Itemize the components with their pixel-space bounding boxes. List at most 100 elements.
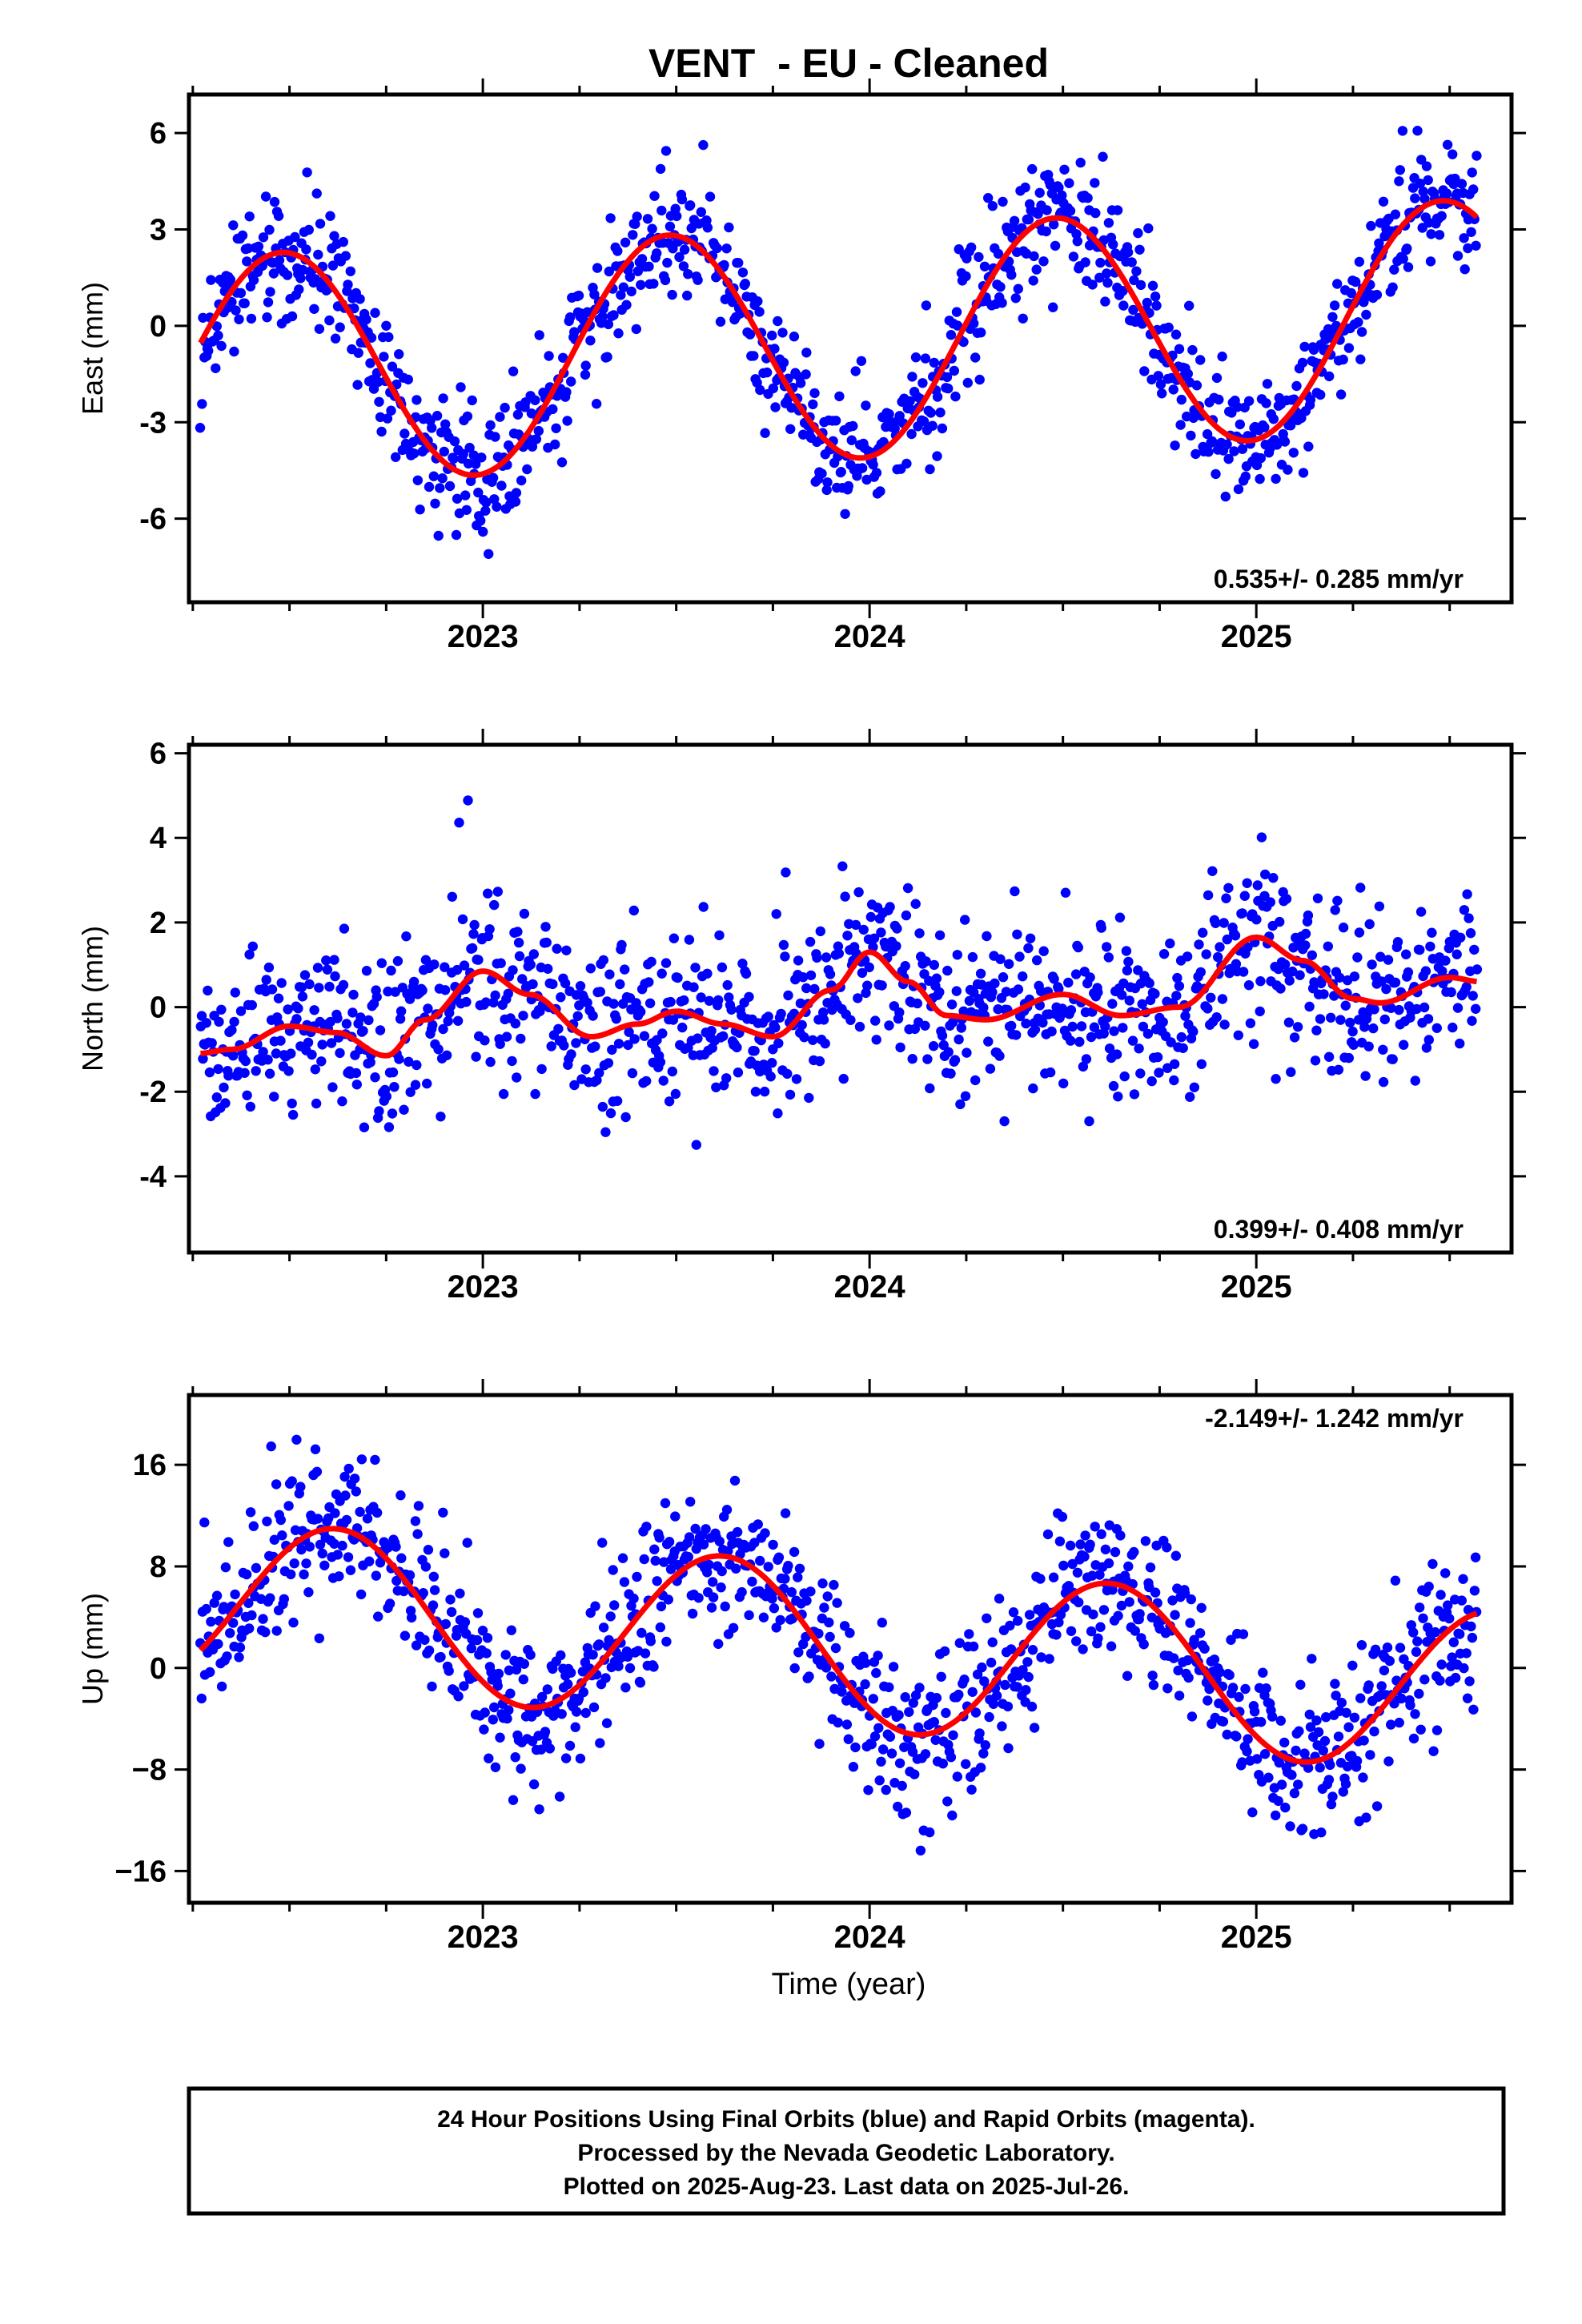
up-point — [914, 1683, 925, 1693]
north-point — [744, 991, 754, 1003]
north-point — [677, 1022, 688, 1033]
up-point — [1359, 1735, 1369, 1746]
up-point — [423, 1545, 434, 1555]
north-point — [355, 1012, 366, 1023]
north-point — [721, 1073, 732, 1084]
north-point — [1178, 1043, 1188, 1054]
up-point — [650, 1555, 661, 1566]
up-point — [1267, 1711, 1278, 1722]
north-point — [1060, 887, 1071, 898]
up-point — [930, 1735, 941, 1745]
north-point — [1326, 1012, 1336, 1023]
up-point — [343, 1552, 354, 1562]
east-point — [652, 248, 662, 259]
north-point — [613, 1039, 624, 1049]
north-point — [704, 995, 715, 1007]
north-point — [964, 995, 975, 1007]
north-point — [311, 1098, 322, 1109]
north-point — [597, 1101, 608, 1112]
up-point — [1349, 1712, 1360, 1723]
north-rate-label: 0.399+/- 0.408 mm/yr — [1214, 1215, 1464, 1244]
north-point — [438, 1023, 448, 1035]
up-point — [1168, 1653, 1179, 1663]
up-point — [1123, 1561, 1134, 1572]
east-point — [1195, 355, 1206, 365]
east-point — [1147, 280, 1158, 291]
up-point — [925, 1827, 935, 1838]
east-point — [1100, 296, 1110, 307]
east-point — [1259, 422, 1270, 432]
north-point — [693, 1033, 703, 1043]
north-point — [793, 955, 804, 966]
north-point — [1286, 1067, 1296, 1077]
up-point — [959, 1675, 970, 1685]
up-point — [1018, 1665, 1028, 1675]
north-point — [1440, 955, 1451, 966]
north-point — [1070, 969, 1082, 979]
east-point — [1080, 257, 1090, 267]
north-point — [348, 989, 359, 1000]
up-point — [609, 1600, 620, 1610]
east-point — [868, 460, 878, 470]
north-point — [657, 1028, 668, 1039]
up-point — [580, 1707, 591, 1719]
east-point — [1151, 300, 1162, 311]
up-point — [453, 1691, 464, 1702]
up-point — [1318, 1745, 1329, 1756]
east-point — [702, 223, 713, 233]
east-point — [1371, 289, 1383, 300]
up-point — [1443, 1600, 1453, 1610]
up-point — [373, 1611, 383, 1622]
north-point — [1107, 999, 1118, 1009]
north-point — [463, 795, 473, 806]
up-point — [510, 1752, 520, 1763]
north-point — [702, 968, 713, 979]
up-point — [418, 1588, 428, 1598]
east-point — [239, 298, 250, 308]
north-point — [999, 1116, 1010, 1127]
north-point — [1219, 918, 1229, 928]
north-point — [242, 1090, 252, 1101]
north-point — [1001, 987, 1012, 997]
north-point — [1084, 1116, 1094, 1127]
north-point — [1472, 964, 1483, 975]
up-point — [863, 1785, 873, 1795]
up-point — [511, 1664, 522, 1675]
east-point — [983, 193, 994, 203]
north-point — [1469, 944, 1480, 955]
up-point — [528, 1779, 540, 1790]
up-point — [780, 1574, 790, 1584]
up-point — [330, 1508, 340, 1518]
up-point — [1044, 1654, 1054, 1664]
east-point — [244, 211, 255, 222]
up-point — [888, 1662, 899, 1672]
north-point — [858, 924, 869, 935]
up-point — [881, 1784, 891, 1795]
north-point — [767, 1058, 777, 1068]
east-point — [492, 501, 502, 512]
north-point — [983, 1036, 994, 1047]
east-point — [488, 472, 499, 483]
north-point — [805, 936, 816, 947]
east-point — [437, 473, 448, 484]
north-point — [920, 1020, 930, 1031]
north-point — [1455, 1038, 1465, 1049]
east-point — [910, 352, 921, 363]
up-point — [769, 1603, 780, 1614]
north-point — [785, 1089, 796, 1100]
east-point — [550, 439, 560, 450]
north-point — [498, 1088, 509, 1100]
east-point — [273, 211, 284, 221]
east-point — [1207, 436, 1218, 447]
east-point — [1038, 256, 1049, 267]
north-point — [258, 1047, 268, 1057]
north-point — [1456, 932, 1466, 943]
east-point — [327, 260, 339, 271]
north-point — [1256, 832, 1267, 842]
north-point — [1237, 908, 1247, 919]
north-point — [934, 930, 946, 941]
up-point — [1174, 1691, 1185, 1701]
up-point — [652, 1576, 662, 1586]
east-fit-curve — [198, 198, 1479, 478]
